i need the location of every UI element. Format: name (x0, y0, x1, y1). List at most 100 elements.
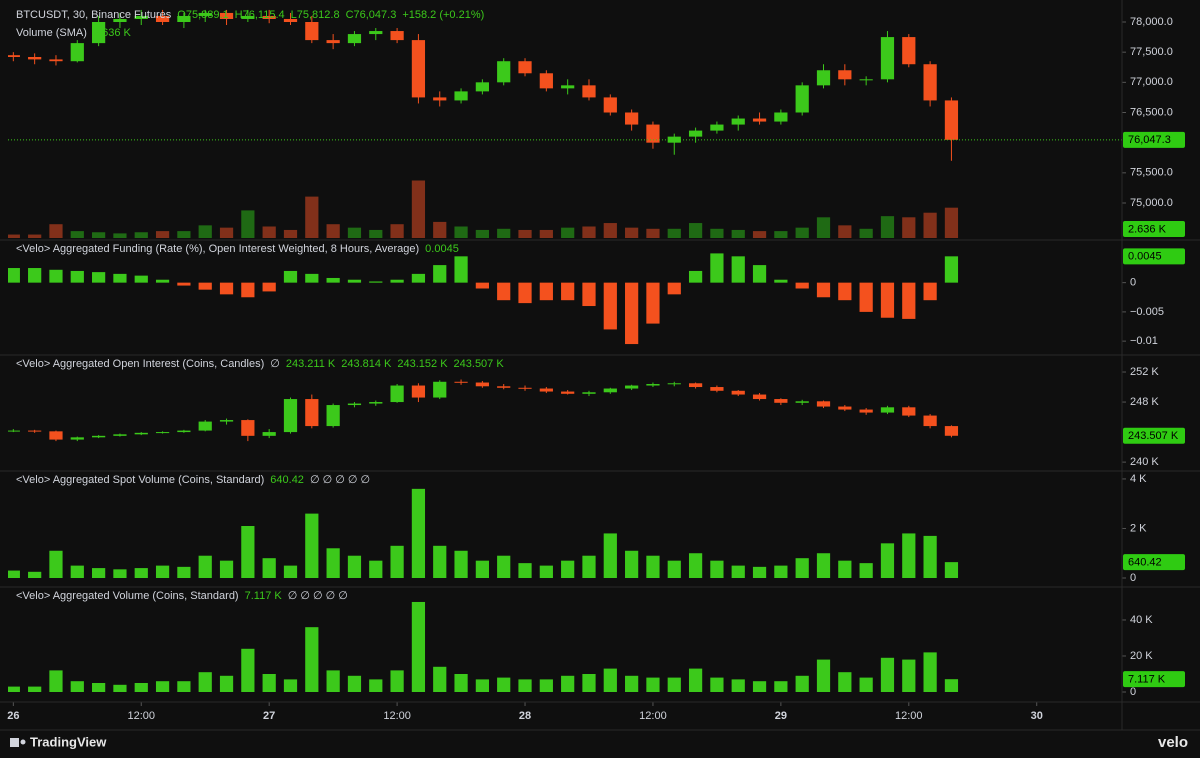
candle-body (816, 401, 831, 407)
histogram-bar (774, 279, 788, 283)
bar (155, 565, 170, 578)
histogram-bar (902, 282, 916, 319)
histogram-bar (155, 279, 170, 283)
histogram-bar (28, 268, 42, 283)
bar (838, 560, 852, 578)
bar (625, 675, 639, 692)
candle-body (8, 430, 20, 432)
bar (710, 560, 724, 578)
legend-item: 243.814 K (341, 358, 392, 370)
bar (411, 601, 426, 692)
candle-body (262, 15, 276, 19)
bar (241, 648, 255, 692)
legend-item: 243.211 K (286, 358, 336, 370)
histogram-bar (795, 282, 809, 289)
bar (603, 533, 617, 578)
bar (283, 679, 298, 692)
bar (241, 525, 255, 578)
bar (70, 681, 84, 692)
volume-bar (49, 224, 63, 238)
bar (838, 672, 852, 692)
volume-bar (859, 228, 873, 238)
candle-body (70, 43, 84, 62)
histogram-bar (347, 279, 362, 283)
volume-bar (902, 217, 916, 238)
y-tick-label: 78,000.0 (1130, 16, 1173, 28)
bar (880, 543, 895, 578)
candle-body (710, 387, 724, 391)
bar (70, 565, 84, 578)
volume-bar (177, 231, 191, 238)
bar (539, 679, 553, 692)
bar (774, 681, 788, 692)
bar (944, 562, 959, 578)
legend-item: <Velo> Aggregated Volume (Coins, Standar… (16, 590, 239, 602)
y-tick-label: 0 (1130, 277, 1136, 289)
candle-body (262, 432, 276, 436)
legend-item: BTCUSDT, 30, Binance Futures (16, 9, 172, 21)
candle-body (838, 70, 852, 80)
histogram-bar (752, 265, 767, 283)
candle-body (539, 73, 553, 89)
x-tick-label: 12:00 (383, 710, 411, 722)
candle-body (219, 420, 234, 422)
candle-body (70, 437, 84, 440)
volume-bar (774, 231, 788, 238)
brand-left: TradingView (30, 734, 107, 749)
bar (92, 682, 106, 692)
candle-body (688, 130, 703, 137)
bar (646, 677, 660, 692)
histogram-bar (688, 270, 703, 283)
y-tick-label: 77,000.0 (1130, 76, 1173, 88)
legend-item: 243.152 K (397, 358, 448, 370)
x-tick-label: 12:00 (127, 710, 155, 722)
candle-body (305, 399, 319, 427)
legend-item: 640.42 (270, 474, 304, 486)
volume-bar (731, 229, 745, 238)
candle-body (475, 82, 489, 92)
bar (667, 677, 681, 692)
bar (859, 563, 873, 578)
candle-body (667, 383, 681, 385)
candle-body (475, 382, 489, 387)
histogram-bar (561, 282, 575, 301)
candle-body (625, 112, 639, 125)
volume-bar (518, 229, 532, 238)
candle-body (283, 399, 298, 433)
candle-body (561, 391, 575, 394)
bar (347, 555, 362, 578)
histogram-bar (326, 277, 340, 283)
volume-bar (582, 226, 596, 238)
histogram-bar (262, 282, 276, 292)
candle-body (92, 21, 106, 44)
candle-body (390, 31, 404, 41)
candle-body (688, 383, 703, 388)
x-tick-label: 29 (775, 710, 787, 722)
last-value-label-bg (1123, 248, 1185, 265)
histogram-bar (838, 282, 852, 301)
candle-body (625, 385, 639, 389)
bar (710, 677, 724, 692)
bar (454, 550, 468, 578)
bar (561, 675, 575, 692)
volume-bar (155, 231, 170, 238)
candle-body (859, 79, 873, 81)
legend-item: <Velo> Aggregated Spot Volume (Coins, St… (16, 474, 264, 486)
bar (688, 553, 703, 578)
bar (155, 681, 170, 692)
volume-value-label: 2.636 K (1128, 223, 1167, 235)
last-value-label-bg (1123, 554, 1185, 571)
histogram-bar (177, 282, 191, 286)
candle-body (134, 15, 148, 19)
candle-body (795, 401, 809, 403)
legend-item: ∅ ∅ ∅ ∅ ∅ (288, 590, 348, 602)
candle-body (518, 387, 532, 389)
candle-body (774, 399, 788, 403)
bar (433, 666, 447, 692)
candle-body (454, 91, 468, 101)
bar (944, 679, 959, 692)
candle-body (710, 124, 724, 131)
candle-body (155, 15, 170, 22)
tradingview-logo[interactable]: TradingView (10, 734, 107, 749)
last-value-label: 243.507 K (1128, 430, 1179, 442)
